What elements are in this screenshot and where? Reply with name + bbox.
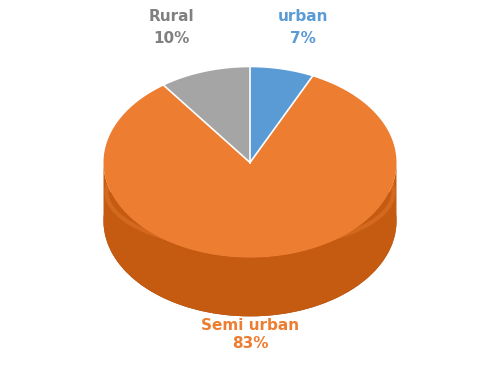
Polygon shape (104, 163, 397, 316)
Polygon shape (250, 67, 312, 162)
Text: Rural: Rural (148, 8, 194, 24)
Text: 83%: 83% (232, 336, 268, 351)
Polygon shape (164, 67, 250, 162)
Polygon shape (104, 76, 397, 258)
Text: 10%: 10% (153, 31, 190, 45)
Text: urban: urban (278, 8, 328, 24)
Text: 7%: 7% (290, 31, 316, 45)
Ellipse shape (104, 126, 397, 316)
Text: Semi urban: Semi urban (201, 318, 299, 333)
